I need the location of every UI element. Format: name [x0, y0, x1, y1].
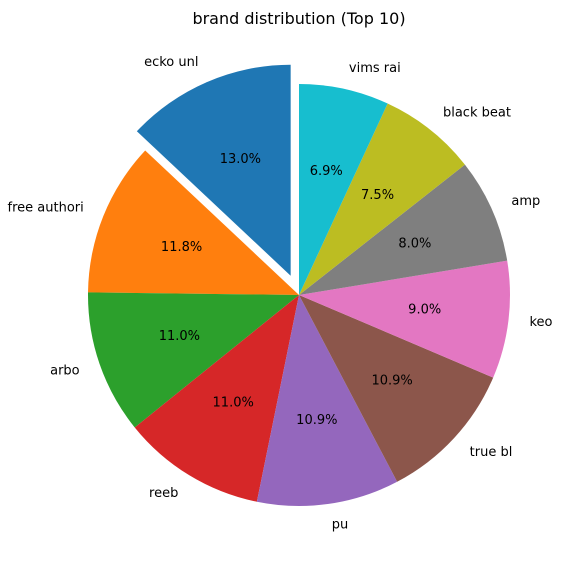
pie-slice-amp	[299, 164, 508, 295]
slice-label-ecko-unl: ecko unl	[144, 55, 198, 70]
pct-label-reeb: 11.0%	[213, 396, 254, 411]
pct-label-free-authori: 11.8%	[161, 240, 202, 255]
slice-label-vims-rai: vims rai	[349, 61, 401, 76]
slice-labels: ecko unl free authori arbo reeb pu true bl keo…	[8, 55, 553, 532]
slice-label-arbo: arbo	[50, 363, 80, 378]
pct-label-keo: 9.0%	[408, 303, 441, 318]
percentage-labels: 13.0% 11.8% 11.0% 11.0% 10.9% 10.9% 9.0% 8.0% 7.…	[159, 152, 442, 428]
pie-slice-reeb	[134, 295, 299, 502]
pct-label-amp: 8.0%	[398, 236, 431, 251]
pie-slices	[88, 64, 510, 507]
pie-slice-vims-rai	[299, 84, 388, 295]
pct-label-arbo: 11.0%	[159, 329, 200, 344]
slice-label-true-bl: true bl	[470, 445, 513, 460]
pct-label-black-beat: 7.5%	[361, 188, 394, 203]
pct-label-true-bl: 10.9%	[371, 373, 412, 388]
slice-label-pu: pu	[332, 517, 349, 532]
pie-slice-keo	[299, 260, 510, 378]
slice-label-black-beat: black beat	[443, 105, 511, 120]
pie-slice-black-beat	[299, 103, 465, 296]
pct-label-pu: 10.9%	[296, 413, 337, 428]
pie-slice-ecko-unl	[136, 64, 291, 276]
slice-label-reeb: reeb	[149, 486, 178, 501]
pct-label-ecko-unl: 13.0%	[220, 152, 261, 167]
pie-slice-arbo	[88, 292, 299, 428]
chart-title: brand distribution (Top 10)	[192, 9, 405, 28]
pct-label-vims-rai: 6.9%	[310, 164, 343, 179]
slice-label-keo: keo	[529, 315, 552, 330]
slice-label-free-authori: free authori	[8, 201, 84, 216]
pie-slice-pu	[256, 295, 398, 507]
slice-label-amp: amp	[511, 194, 540, 209]
pie-slice-true-bl	[299, 295, 494, 482]
pie-slice-free-authori	[88, 150, 299, 295]
